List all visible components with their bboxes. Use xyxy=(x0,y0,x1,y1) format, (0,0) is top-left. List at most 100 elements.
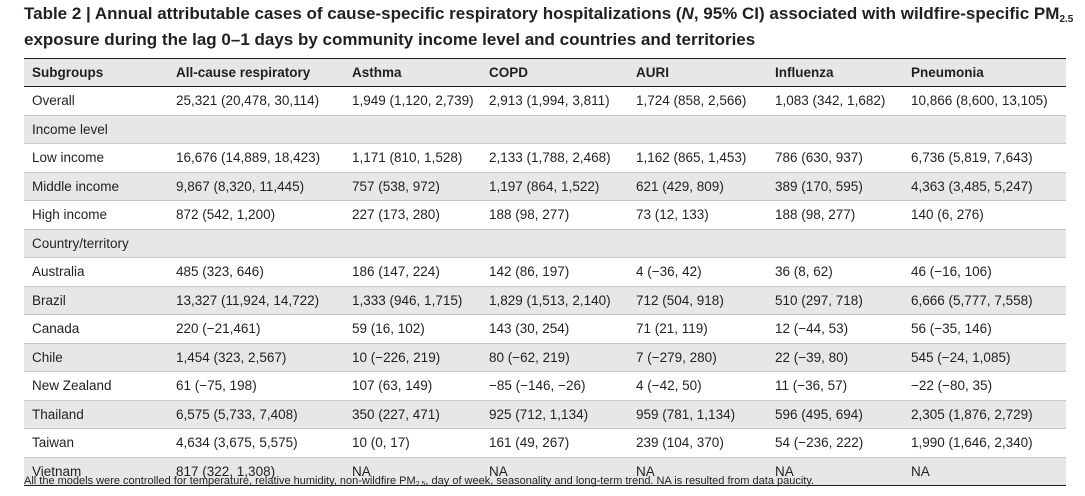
column-header-all-cause: All-cause respiratory xyxy=(176,65,311,80)
table-cell: 712 (504, 918) xyxy=(636,292,724,308)
table-cell: 786 (630, 937) xyxy=(775,150,863,166)
table-row: Middle income 9,867 (8,320, 11,445) 757 (5… xyxy=(24,172,1066,201)
table-cell: NA xyxy=(775,463,794,479)
table-row: Chile 1,454 (323, 2,567) 10 (−226, 219) 80 … xyxy=(24,343,1066,372)
table-cell: 107 (63, 149) xyxy=(352,378,433,394)
row-label: Thailand xyxy=(32,406,84,422)
table-cell: 757 (538, 972) xyxy=(352,178,440,194)
table-cell: 161 (49, 267) xyxy=(489,435,570,451)
column-header-asthma: Asthma xyxy=(352,65,402,80)
table-cell: 56 (−35, 146) xyxy=(911,321,992,337)
footnote-text-1: All the models were controlled for tempe… xyxy=(24,475,416,487)
table-cell xyxy=(481,229,628,258)
table-cell: 817 (322, 1,308) xyxy=(176,463,276,479)
table-cell xyxy=(767,115,903,144)
row-label: Country/territory xyxy=(32,235,129,251)
table-cell: 1,333 (946, 1,715) xyxy=(352,292,463,308)
table-cell: 80 (−62, 219) xyxy=(489,349,570,365)
table-cell: 1,171 (810, 1,528) xyxy=(352,150,463,166)
table-cell: NA xyxy=(636,463,655,479)
table-cell: 10 (0, 17) xyxy=(352,435,410,451)
table-cell: 2,305 (1,876, 2,729) xyxy=(911,406,1033,422)
table-cell: 10,866 (8,600, 13,105) xyxy=(911,93,1048,109)
section-row: Income level xyxy=(24,115,1066,144)
table-cell: 545 (−24, 1,085) xyxy=(911,349,1011,365)
table-cell: 36 (8, 62) xyxy=(775,264,833,280)
row-label: Taiwan xyxy=(32,435,75,451)
table-cell: NA xyxy=(911,463,930,479)
table-cell: 1,197 (864, 1,522) xyxy=(489,178,600,194)
table-cell xyxy=(628,229,767,258)
table-cell: 54 (−236, 222) xyxy=(775,435,864,451)
data-table: Subgroups All-cause respiratory Asthma C… xyxy=(24,58,1066,486)
table-cell: 71 (21, 119) xyxy=(636,321,708,337)
footnote-text-2: , day of week, seasonality and long-term… xyxy=(425,475,815,487)
row-label: Vietnam xyxy=(32,463,82,479)
table-cell: 9,867 (8,320, 11,445) xyxy=(176,178,305,194)
table-cell: 350 (227, 471) xyxy=(352,406,440,422)
table-caption: Table 2 | Annual attributable cases of c… xyxy=(24,4,1074,50)
table-cell xyxy=(628,115,767,144)
table-cell xyxy=(481,115,628,144)
row-label: Australia xyxy=(32,264,85,280)
table-cell: 140 (6, 276) xyxy=(911,207,984,223)
footnote-pm-subscript: 2.5 xyxy=(415,481,426,488)
table-cell: 143 (30, 254) xyxy=(489,321,570,337)
table-row: Australia 485 (323, 646) 186 (147, 224) 142… xyxy=(24,258,1066,286)
table-cell: 1,083 (342, 1,682) xyxy=(775,93,886,109)
table-cell: 22 (−39, 80) xyxy=(775,349,849,365)
table-footnote: All the models were controlled for tempe… xyxy=(24,475,814,488)
row-label: Income level xyxy=(32,121,108,137)
table-cell: 12 (−44, 53) xyxy=(775,321,849,337)
table-cell: 1,949 (1,120, 2,739) xyxy=(352,93,474,109)
row-label: High income xyxy=(32,207,108,223)
table-cell: 4,634 (3,675, 5,575) xyxy=(176,435,298,451)
table-cell: 4 (−36, 42) xyxy=(636,264,702,280)
table-cell xyxy=(344,115,481,144)
row-label: Canada xyxy=(32,321,80,337)
table-cell: 13,327 (11,924, 14,722) xyxy=(176,292,320,308)
table-cell: 621 (429, 809) xyxy=(636,178,724,194)
table-cell: 46 (−16, 106) xyxy=(911,264,992,280)
caption-text-1: Table 2 | Annual attributable cases of c… xyxy=(24,4,682,23)
table-cell: 188 (98, 277) xyxy=(489,207,570,223)
table-cell xyxy=(168,229,344,258)
table-cell: 925 (712, 1,134) xyxy=(489,406,589,422)
row-label: New Zealand xyxy=(32,378,112,394)
table-cell xyxy=(903,229,1066,258)
table-cell: 239 (104, 370) xyxy=(636,435,724,451)
table-cell: 6,736 (5,819, 7,643) xyxy=(911,150,1033,166)
table-cell: 959 (781, 1,134) xyxy=(636,406,736,422)
table-cell: 188 (98, 277) xyxy=(775,207,856,223)
table-cell: NA xyxy=(489,463,508,479)
table-row: Brazil 13,327 (11,924, 14,722) 1,333 (946,… xyxy=(24,286,1066,315)
table-cell: 1,829 (1,513, 2,140) xyxy=(489,292,611,308)
table-cell xyxy=(903,115,1066,144)
table-row: Vietnam 817 (322, 1,308) NA NA NA NA NA xyxy=(24,457,1066,486)
table-cell: 142 (86, 197) xyxy=(489,264,570,280)
header-row: Subgroups All-cause respiratory Asthma C… xyxy=(24,58,1066,87)
caption-pm-subscript: 2.5 xyxy=(1059,14,1074,25)
table-cell: 186 (147, 224) xyxy=(352,264,440,280)
table-cell: 11 (−36, 57) xyxy=(775,378,848,394)
table-cell: 59 (16, 102) xyxy=(352,321,425,337)
table-cell xyxy=(767,229,903,258)
column-header-influenza: Influenza xyxy=(775,65,834,80)
table-cell: 1,990 (1,646, 2,340) xyxy=(911,435,1033,451)
table-cell: 227 (173, 280) xyxy=(352,207,440,223)
column-header-pneumonia: Pneumonia xyxy=(911,65,984,80)
table-row: Thailand 6,575 (5,733, 7,408) 350 (227, 47… xyxy=(24,400,1066,429)
table-cell: NA xyxy=(352,463,371,479)
column-header-copd: COPD xyxy=(489,65,529,80)
table-cell: 7 (−279, 280) xyxy=(636,349,717,365)
caption-n: N xyxy=(681,4,694,23)
row-label: Chile xyxy=(32,349,63,365)
caption-text-3: exposure during the lag 0–1 days by comm… xyxy=(24,30,756,49)
table-cell: 389 (170, 595) xyxy=(775,178,863,194)
table-row: Overall 25,321 (20,478, 30,114) 1,949 (1,1… xyxy=(24,87,1066,115)
table-cell: 1,454 (323, 2,567) xyxy=(176,349,287,365)
table-cell: 510 (297, 718) xyxy=(775,292,863,308)
column-header-subgroups: Subgroups xyxy=(32,65,104,80)
table-cell: 2,133 (1,788, 2,468) xyxy=(489,150,611,166)
table-cell: 872 (542, 1,200) xyxy=(176,207,276,223)
